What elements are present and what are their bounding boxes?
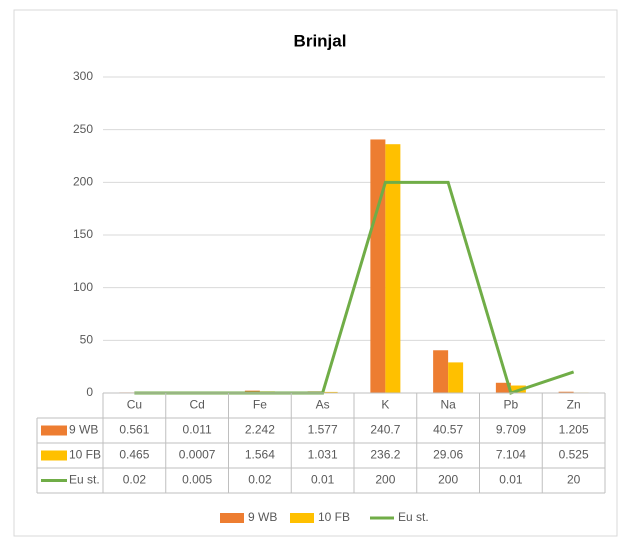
- bar: [385, 144, 401, 393]
- bar: [433, 350, 449, 393]
- legend-label: 9 WB: [248, 510, 277, 524]
- table-cell: 236.2: [370, 448, 400, 462]
- x-tick-label: Zn: [567, 398, 581, 412]
- legend-key: [290, 513, 314, 523]
- y-tick-label: 250: [73, 122, 93, 136]
- table-row-label: Eu st.: [69, 473, 100, 487]
- legend-label: 10 FB: [318, 510, 350, 524]
- table-cell: 0.02: [123, 473, 147, 487]
- bar: [448, 362, 464, 393]
- table-row-label: 10 FB: [69, 448, 101, 462]
- legend-key: [41, 450, 67, 461]
- x-tick-label: Fe: [253, 398, 267, 412]
- y-tick-label: 200: [73, 175, 93, 189]
- table-cell: 0.0007: [179, 448, 216, 462]
- table-cell: 240.7: [370, 423, 400, 437]
- table-cell: 0.01: [311, 473, 335, 487]
- chart-title: Brinjal: [294, 31, 347, 50]
- bar: [558, 391, 574, 393]
- y-tick-label: 50: [80, 333, 94, 347]
- table-cell: 0.011: [183, 423, 212, 437]
- x-tick-label: Na: [440, 398, 456, 412]
- y-tick-label: 150: [73, 227, 93, 241]
- table-cell: 0.02: [248, 473, 272, 487]
- bar: [370, 139, 386, 393]
- table-cell: 7.104: [496, 448, 526, 462]
- bar: [322, 391, 338, 393]
- x-tick-label: Cu: [127, 398, 142, 412]
- table-cell: 0.465: [119, 448, 149, 462]
- table-cell: 1.564: [245, 448, 275, 462]
- table-cell: 0.005: [182, 473, 212, 487]
- chart-frame: [13, 9, 618, 537]
- table-cell: 2.242: [245, 423, 275, 437]
- table-cell: 40.57: [433, 423, 463, 437]
- legend-label: Eu st.: [398, 510, 429, 524]
- table-cell: 1.577: [308, 423, 338, 437]
- table-cell: 0.01: [499, 473, 523, 487]
- x-tick-label: As: [316, 398, 330, 412]
- x-tick-label: Cd: [189, 398, 204, 412]
- x-tick-label: K: [381, 398, 389, 412]
- table-cell: 200: [438, 473, 458, 487]
- bar: [495, 382, 511, 393]
- legend-key: [220, 513, 244, 523]
- table-cell: 9.709: [496, 423, 526, 437]
- table-cell: 20: [567, 473, 581, 487]
- y-tick-label: 300: [73, 69, 93, 83]
- x-tick-label: Pb: [504, 398, 519, 412]
- table-cell: 200: [375, 473, 395, 487]
- y-tick-label: 0: [86, 385, 93, 399]
- table-cell: 29.06: [433, 448, 463, 462]
- legend-key: [41, 425, 67, 436]
- table-cell: 1.205: [559, 423, 589, 437]
- y-tick-label: 100: [73, 280, 93, 294]
- table-cell: 1.031: [308, 448, 338, 462]
- table-cell: 0.525: [559, 448, 589, 462]
- table-row-label: 9 WB: [69, 423, 98, 437]
- table-cell: 0.561: [119, 423, 149, 437]
